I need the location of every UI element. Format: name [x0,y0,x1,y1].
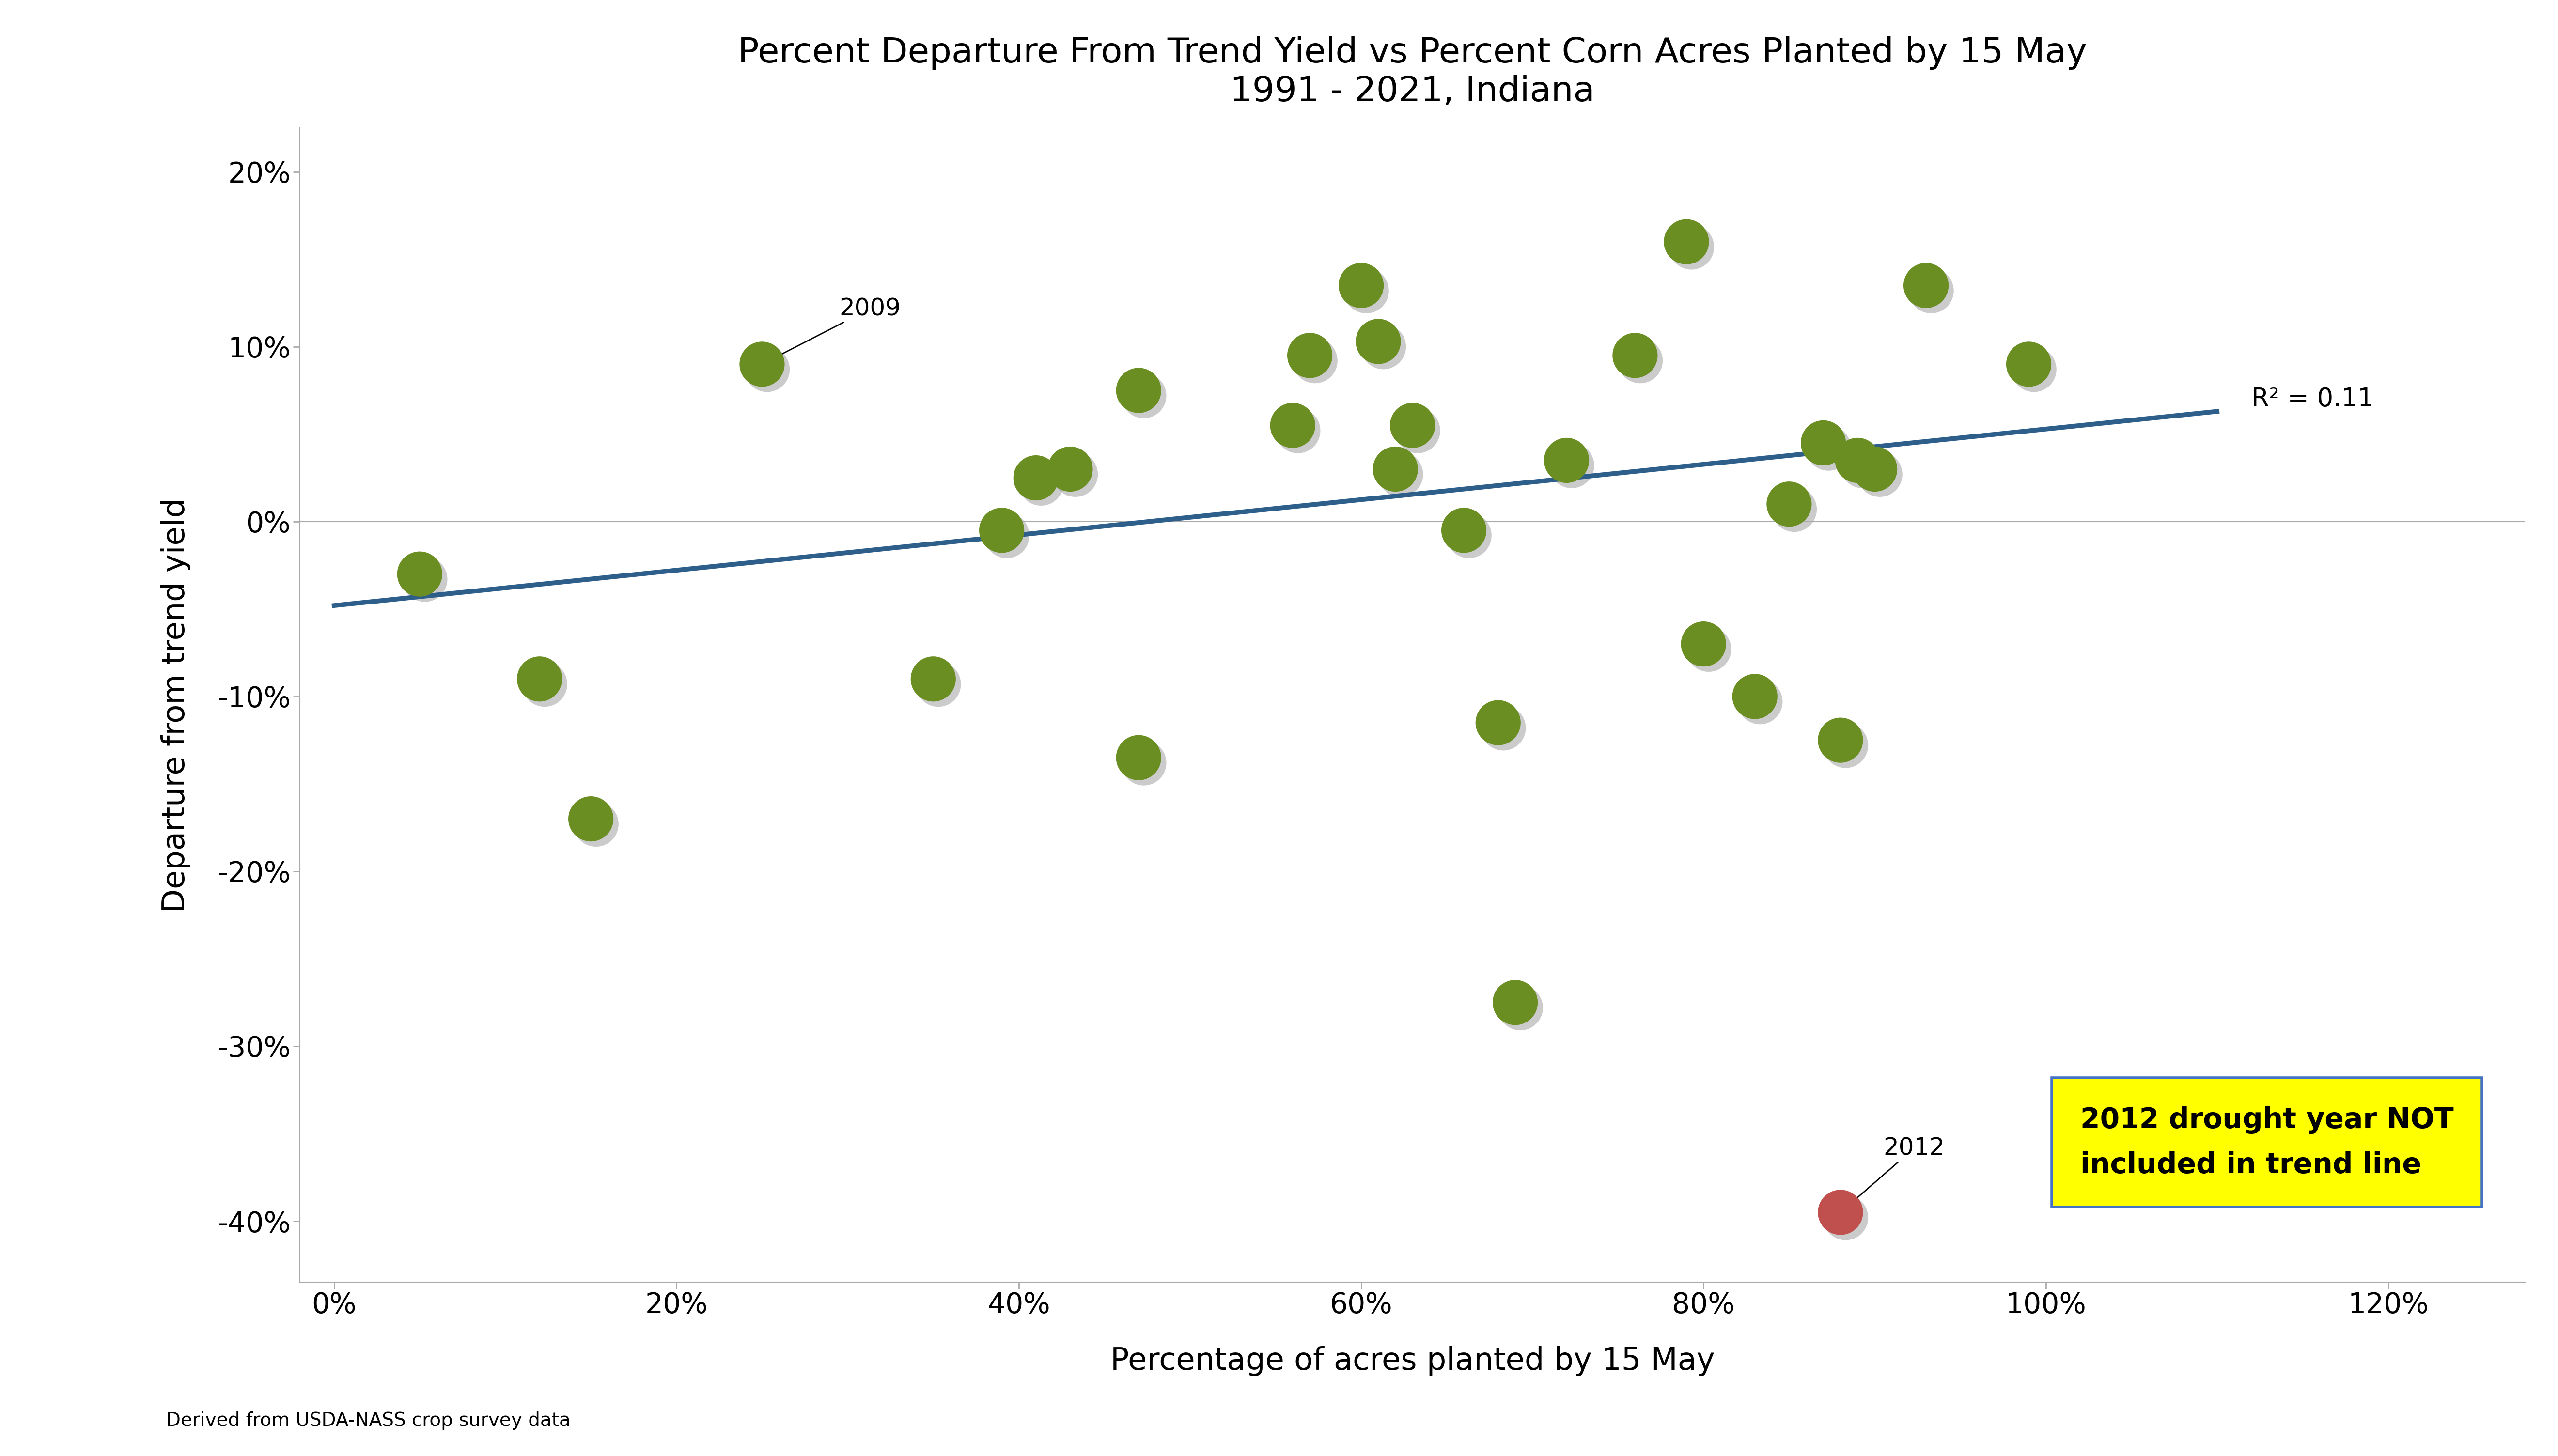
Point [1484,716,1525,740]
Point [1358,331,1399,354]
Point [1619,349,1660,373]
Point [982,518,1023,542]
Text: 2009: 2009 [762,297,900,364]
Point [1118,745,1159,769]
Point [2008,352,2049,376]
Point [1346,280,1386,303]
Point [1773,498,1814,521]
Point [742,352,783,376]
Point [1855,457,1895,480]
Title: Percent Departure From Trend Yield vs Percent Corn Acres Planted by 15 May
1991 : Percent Departure From Trend Yield vs Pe… [737,36,2087,108]
Point [576,812,616,836]
Point [1276,419,1317,443]
Point [1837,448,1878,472]
Point [1289,344,1330,367]
Point [1809,437,1849,460]
Point [1819,1201,1860,1224]
Point [2013,358,2054,381]
Point [1397,419,1438,443]
Point [1550,454,1591,478]
Point [524,673,565,696]
Point [399,562,440,585]
Point [1123,384,1164,408]
Y-axis label: Departure from trend yield: Departure from trend yield [161,498,192,913]
Point [1768,492,1809,515]
Point [1016,466,1056,489]
Point [1545,448,1586,472]
Point [1842,454,1883,478]
Text: Derived from USDA-NASS crop survey data: Derived from USDA-NASS crop survey data [166,1411,570,1430]
Point [1683,632,1724,655]
Point [1819,728,1860,751]
Point [1363,335,1404,358]
Point [747,358,788,381]
Text: R² = 0.11: R² = 0.11 [2251,387,2374,412]
Point [1448,524,1489,547]
Point [1118,379,1159,402]
Point [1734,684,1775,708]
Point [1688,638,1729,661]
Point [1294,349,1335,373]
Point [987,524,1028,547]
Point [1739,690,1780,713]
Point [1670,236,1711,259]
X-axis label: Percentage of acres planted by 15 May: Percentage of acres planted by 15 May [1110,1345,1714,1376]
Point [1479,711,1519,734]
Point [1381,463,1422,486]
Point [1499,996,1540,1019]
Point [1340,274,1381,297]
Point [1665,230,1706,253]
Point [913,667,954,690]
Point [918,673,959,696]
Point [1123,751,1164,775]
Point [1614,344,1655,367]
Point [1021,472,1062,495]
Point [1054,463,1095,486]
Point [1392,414,1432,437]
Point [1443,518,1484,542]
Point [570,807,611,830]
Point [1494,992,1535,1015]
Point [519,667,560,690]
Point [1906,274,1947,297]
Point [1824,734,1865,757]
Point [1271,414,1312,437]
Text: 2012: 2012 [1842,1137,1944,1211]
Point [1860,463,1901,486]
Point [404,568,445,591]
Text: 2012 drought year NOT
included in trend line: 2012 drought year NOT included in trend … [2080,1107,2453,1179]
Point [1911,280,1952,303]
Point [1824,1206,1865,1229]
Point [1376,457,1417,480]
Point [1803,431,1844,454]
Point [1049,457,1090,480]
